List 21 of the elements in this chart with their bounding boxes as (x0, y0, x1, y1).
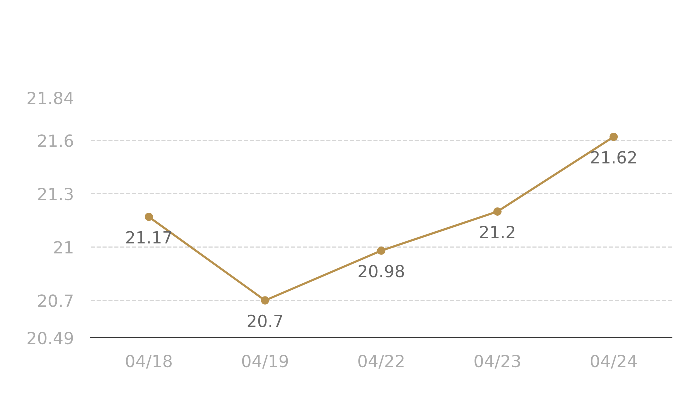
point (377, 246, 386, 256)
point (494, 208, 502, 216)
y-tick-label: 20.49 (28, 332, 74, 345)
data-label: 20.7 (248, 314, 282, 328)
y-tick-label: 21 (54, 241, 73, 254)
data-label: 21.62 (591, 151, 636, 164)
data-label: 20.98 (358, 265, 404, 278)
data-label: 21.2 (480, 226, 515, 238)
x-tick-label: 04/22 (358, 354, 404, 369)
point (144, 212, 154, 222)
y-tick-label: 21.6 (38, 134, 74, 148)
x-tick-label: 04/18 (126, 354, 172, 369)
x-tick-label: 04/24 (590, 354, 637, 369)
point (610, 132, 618, 142)
x-tick-label: 04/23 (474, 354, 520, 369)
x-tick-label: 04/19 (242, 354, 288, 369)
data-label: 21.17 (126, 231, 172, 244)
y-tick-label: 21.3 (38, 188, 73, 201)
point (261, 296, 270, 305)
y-tick-label: 21.84 (28, 92, 74, 105)
y-tick-label: 20.7 (38, 294, 73, 308)
